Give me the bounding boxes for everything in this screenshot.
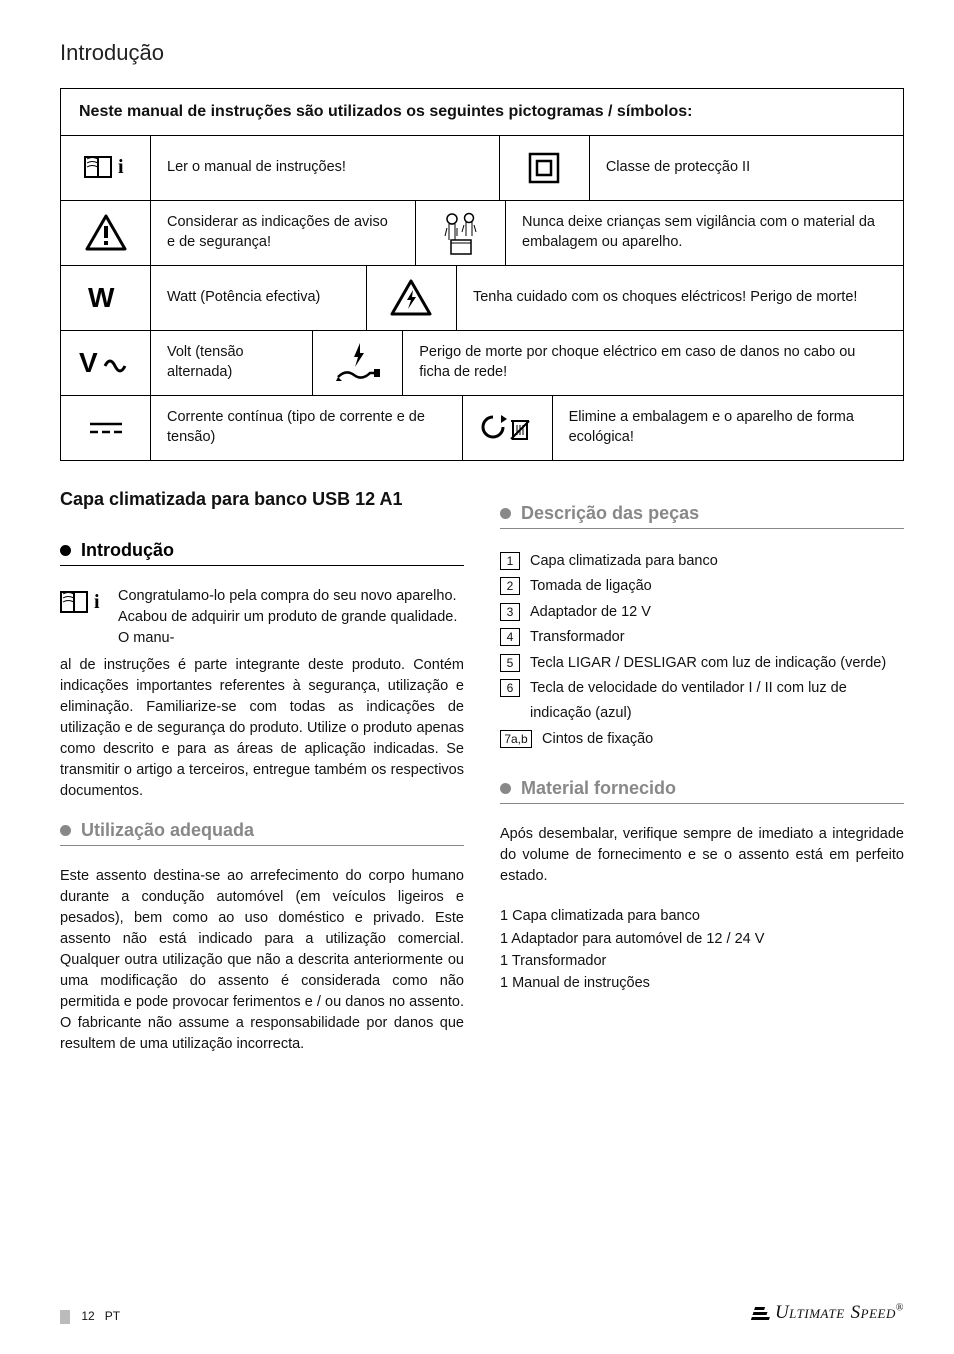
section-heading-label: Material fornecido <box>521 778 676 799</box>
section-heading-intro: Introdução <box>60 540 464 566</box>
list-item: 1 Capa climatizada para banco <box>500 905 904 927</box>
part-number: 7a,b <box>500 730 532 748</box>
svg-text:V: V <box>79 347 98 378</box>
bullet-icon <box>500 783 511 794</box>
class2-icon <box>500 136 590 200</box>
product-title: Capa climatizada para banco USB 12 A1 <box>60 489 464 510</box>
pictogram-text: Perigo de morte por choque eléctrico em … <box>403 331 903 395</box>
logo-stripes-icon <box>751 1307 773 1320</box>
svg-text:W: W <box>88 282 115 313</box>
pictogram-text: Tenha cuidado com os choques eléctricos!… <box>457 266 903 330</box>
part-number: 6 <box>500 679 520 697</box>
bullet-icon <box>500 508 511 519</box>
supply-intro: Após desembalar, verifique sempre de ime… <box>500 824 904 887</box>
part-label: Tecla LIGAR / DESLIGAR com luz de indica… <box>530 651 904 676</box>
parts-list: 1 Capa climatizada para banco 2 Tomada de l… <box>500 549 904 752</box>
part-label: Tomada de ligação <box>530 574 904 599</box>
pictogram-text: Watt (Potência efectiva) <box>151 266 367 330</box>
left-column: Capa climatizada para banco USB 12 A1 In… <box>60 489 464 1073</box>
page-region: PT <box>105 1309 120 1323</box>
table-row: i Ler o manual de instruções! Classe de … <box>61 136 903 201</box>
table-row: Considerar as indicações de aviso e de s… <box>61 201 903 266</box>
part-number: 2 <box>500 577 520 595</box>
page-title: Introdução <box>60 40 904 66</box>
list-item: 1 Adaptador para automóvel de 12 / 24 V <box>500 928 904 950</box>
cable-icon <box>313 331 403 395</box>
intro-first-lines: Congratulamo-lo pela compra do seu novo … <box>118 586 464 649</box>
watt-icon: W <box>61 266 151 330</box>
shock-icon <box>367 266 457 330</box>
children-icon <box>416 201 506 265</box>
section-heading-usage: Utilização adequada <box>60 820 464 846</box>
part-number: 3 <box>500 603 520 621</box>
table-row: W Watt (Potência efectiva) Tenha cuidado… <box>61 266 903 331</box>
list-item: 1 Capa climatizada para banco <box>500 549 904 574</box>
section-heading-parts: Descrição das peças <box>500 503 904 529</box>
list-item: 1 Manual de instruções <box>500 972 904 994</box>
part-label: Capa climatizada para banco <box>530 549 904 574</box>
part-label: Transformador <box>530 625 904 650</box>
list-item: 3 Adaptador de 12 V <box>500 600 904 625</box>
table-row: V Volt (tensão alternada) Perigo de mort… <box>61 331 903 396</box>
svg-text:i: i <box>94 591 100 613</box>
volt-ac-icon: V <box>61 331 151 395</box>
manual-icon: i <box>60 586 104 649</box>
list-item: 1 Transformador <box>500 950 904 972</box>
page-footer: 12 PT Ultimate Speed® <box>60 1302 904 1324</box>
recycle-icon <box>463 396 553 460</box>
bullet-icon <box>60 545 71 556</box>
right-column: Descrição das peças 1 Capa climatizada pa… <box>500 489 904 1073</box>
list-item: 6 Tecla de velocidade do ventilador I / I… <box>500 676 904 727</box>
intro-body: al de instruções é parte integrante dest… <box>60 655 464 802</box>
pictogram-text: Nunca deixe crianças sem vigilância com … <box>506 201 903 265</box>
pictogram-text: Volt (tensão alternada) <box>151 331 313 395</box>
usage-body: Este assento destina-se ao arrefecimento… <box>60 866 464 1055</box>
page-number-value: 12 <box>81 1309 94 1323</box>
pictogram-text: Ler o manual de instruções! <box>151 136 500 200</box>
supply-list: 1 Capa climatizada para banco1 Adaptador… <box>500 905 904 995</box>
svg-text:i: i <box>118 156 124 178</box>
list-item: 4 Transformador <box>500 625 904 650</box>
brand-logo: Ultimate Speed® <box>753 1302 904 1324</box>
part-number: 1 <box>500 552 520 570</box>
part-number: 4 <box>500 628 520 646</box>
section-heading-label: Descrição das peças <box>521 503 699 524</box>
pictogram-text: Corrente contínua (tipo de corrente e de… <box>151 396 463 460</box>
section-heading-label: Introdução <box>81 540 174 561</box>
intro-block: i Congratulamo-lo pela compra do seu nov… <box>60 586 464 649</box>
page-number: 12 PT <box>60 1309 120 1324</box>
manual-icon: i <box>61 136 151 200</box>
list-item: 7a,b Cintos de fixação <box>500 727 904 752</box>
part-label: Tecla de velocidade do ventilador I / II… <box>530 676 904 727</box>
part-label: Cintos de fixação <box>542 727 904 752</box>
section-heading-supply: Material fornecido <box>500 778 904 804</box>
part-label: Adaptador de 12 V <box>530 600 904 625</box>
pictogram-text: Elimine a embalagem e o aparelho de form… <box>553 396 903 460</box>
content-columns: Capa climatizada para banco USB 12 A1 In… <box>60 489 904 1073</box>
list-item: 5 Tecla LIGAR / DESLIGAR com luz de indic… <box>500 651 904 676</box>
warning-icon <box>61 201 151 265</box>
dc-icon <box>61 396 151 460</box>
pictogram-table-header: Neste manual de instruções são utilizado… <box>61 89 903 136</box>
part-number: 5 <box>500 654 520 672</box>
pictogram-text: Classe de protecção II <box>590 136 903 200</box>
section-heading-label: Utilização adequada <box>81 820 254 841</box>
list-item: 2 Tomada de ligação <box>500 574 904 599</box>
pictogram-text: Considerar as indicações de aviso e de s… <box>151 201 416 265</box>
pictogram-table: Neste manual de instruções são utilizado… <box>60 88 904 461</box>
bullet-icon <box>60 825 71 836</box>
table-row: Corrente contínua (tipo de corrente e de… <box>61 396 903 460</box>
